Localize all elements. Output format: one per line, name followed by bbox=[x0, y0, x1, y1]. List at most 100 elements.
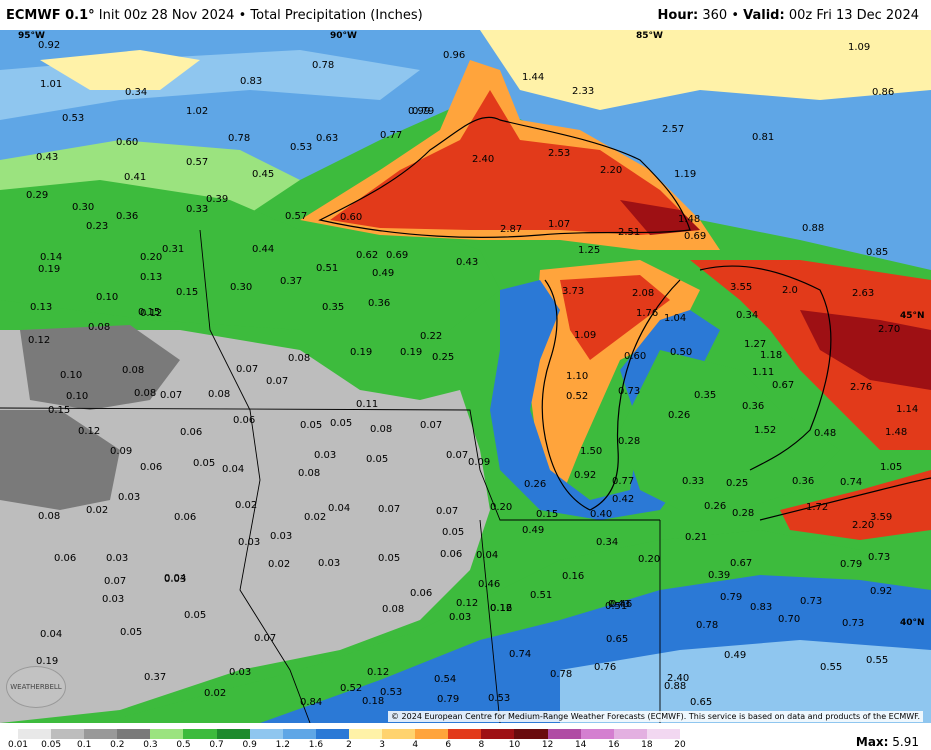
precip-label: 0.03 bbox=[118, 492, 140, 503]
bullet-separator-2: • bbox=[731, 8, 739, 23]
precip-label: 0.43 bbox=[608, 599, 630, 610]
precip-label: 0.07 bbox=[254, 633, 276, 644]
precip-label: 0.16 bbox=[562, 571, 584, 582]
precip-label: 0.12 bbox=[28, 335, 50, 346]
precip-label: 0.04 bbox=[222, 464, 244, 475]
precip-label: 0.04 bbox=[164, 573, 186, 584]
precip-label: 0.83 bbox=[750, 602, 772, 613]
precip-label: 1.11 bbox=[752, 367, 774, 378]
legend-tick-label: 3 bbox=[379, 740, 385, 750]
precip-label: 0.07 bbox=[420, 420, 442, 431]
max-value: 5.91 bbox=[892, 735, 919, 749]
precip-label: 1.48 bbox=[678, 214, 700, 225]
precip-label: 0.33 bbox=[186, 204, 208, 215]
precip-label: 0.60 bbox=[340, 212, 362, 223]
dark-red-superior bbox=[330, 90, 700, 235]
legend-tick-label: 0.5 bbox=[176, 740, 191, 750]
legend-tick-label: 6 bbox=[445, 740, 452, 750]
precip-label: 0.92 bbox=[38, 40, 60, 51]
max-readout: Max: 5.91 bbox=[856, 735, 919, 749]
precip-label: 1.48 bbox=[885, 427, 907, 438]
precip-label: 0.02 bbox=[304, 512, 326, 523]
precip-label: 0.03 bbox=[270, 531, 292, 542]
legend-tick-label: 0.3 bbox=[143, 740, 158, 750]
precip-label: 0.25 bbox=[432, 352, 454, 363]
precip-label: 0.08 bbox=[288, 353, 310, 364]
precip-label: 0.12 bbox=[140, 308, 162, 319]
legend-tick-label: 0.9 bbox=[242, 740, 257, 750]
precip-label: 0.10 bbox=[66, 391, 88, 402]
precip-label: 0.26 bbox=[524, 479, 546, 490]
precip-label: 0.29 bbox=[26, 190, 48, 201]
legend-tick-label: 20 bbox=[674, 740, 686, 750]
legend-swatch bbox=[415, 729, 449, 739]
header-valid: Hour: 360 • Valid: 00z Fri 13 Dec 2024 bbox=[658, 8, 919, 23]
precip-label: 0.05 bbox=[366, 454, 388, 465]
precip-label: 0.65 bbox=[606, 634, 628, 645]
legend-tick-label: 0.2 bbox=[110, 740, 125, 750]
lake-erie-shore bbox=[759, 477, 931, 521]
legend-swatch bbox=[51, 729, 85, 739]
state-border-3 bbox=[479, 519, 501, 723]
hour-value: 360 bbox=[702, 8, 728, 23]
precip-label: 0.02 bbox=[204, 688, 226, 699]
precip-label: 0.62 bbox=[356, 250, 378, 261]
precip-label: 0.79 bbox=[720, 592, 742, 603]
precip-label: 0.49 bbox=[522, 525, 544, 536]
precip-label: 0.78 bbox=[312, 60, 334, 71]
green-band-west bbox=[0, 180, 500, 330]
precip-label: 0.46 bbox=[478, 579, 500, 590]
precip-label: 0.33 bbox=[682, 476, 704, 487]
precip-label: 0.03 bbox=[229, 667, 251, 678]
legend-tick-label: 14 bbox=[574, 740, 587, 750]
precip-label: 0.54 bbox=[434, 674, 456, 685]
precipitation-map[interactable]: 0.92 1.01 0.78 0.83 0.34 1.02 0.79 0.99 0.53 0.60… bbox=[0, 30, 931, 723]
precip-label: 0.35 bbox=[694, 390, 716, 401]
precip-label: 1.07 bbox=[548, 219, 570, 230]
precip-label: 0.92 bbox=[574, 470, 596, 481]
precip-label: 0.12 bbox=[456, 598, 478, 609]
precip-label: 0.08 bbox=[38, 511, 60, 522]
precip-label: 1.02 bbox=[186, 106, 208, 117]
precip-label: 0.12 bbox=[490, 603, 512, 614]
precip-label: 2.40 bbox=[667, 673, 689, 684]
precip-label: 0.03 bbox=[106, 553, 128, 564]
precip-label: 0.77 bbox=[612, 476, 634, 487]
precip-label: 1.01 bbox=[40, 79, 62, 90]
legend-swatch bbox=[382, 729, 416, 739]
legend-swatch bbox=[448, 729, 482, 739]
precip-label: 0.19 bbox=[36, 656, 58, 667]
lake-huron-shore bbox=[699, 265, 832, 471]
precip-legend: 0.01 0.05 0.1 0.2 0.3 0.5 0.7 0.9 1.2 1.6 2 3 4 6 8 10 1… bbox=[0, 727, 931, 750]
precip-label: 0.25 bbox=[726, 478, 748, 489]
precip-label: 0.53 bbox=[488, 693, 510, 704]
legend-tick-label: 0.01 bbox=[7, 740, 29, 750]
precip-label: 0.15 bbox=[138, 307, 160, 318]
dark-gray-south bbox=[0, 410, 120, 510]
precip-label: 0.40 bbox=[590, 509, 612, 520]
precip-label: 0.23 bbox=[86, 221, 108, 232]
legend-colorbar bbox=[18, 729, 680, 739]
precip-label: 1.05 bbox=[880, 462, 902, 473]
legend-swatch bbox=[315, 729, 349, 739]
precip-label: 2.63 bbox=[852, 288, 874, 299]
precip-label: 0.19 bbox=[38, 264, 60, 275]
michigan-east-red bbox=[690, 260, 931, 450]
precip-label: 0.08 bbox=[134, 388, 156, 399]
precip-label: 1.14 bbox=[896, 404, 918, 415]
precip-label: 1.10 bbox=[566, 371, 588, 382]
hour-label: Hour: bbox=[657, 8, 699, 23]
legend-swatch bbox=[150, 729, 184, 739]
precip-label: 0.36 bbox=[742, 401, 764, 412]
precip-label: 0.52 bbox=[340, 683, 362, 694]
precip-label: 0.04 bbox=[40, 629, 62, 640]
precip-label: 0.03 bbox=[164, 574, 186, 585]
precip-label: 0.06 bbox=[140, 462, 162, 473]
legend-tick-label: 1.2 bbox=[275, 740, 290, 750]
precip-label: 0.02 bbox=[235, 500, 257, 511]
precip-label: 2.53 bbox=[548, 148, 570, 159]
precip-label: 0.86 bbox=[872, 87, 894, 98]
precip-label: 0.13 bbox=[30, 302, 52, 313]
precip-label: 0.20 bbox=[490, 502, 512, 513]
gray-region-southwest bbox=[0, 330, 490, 723]
